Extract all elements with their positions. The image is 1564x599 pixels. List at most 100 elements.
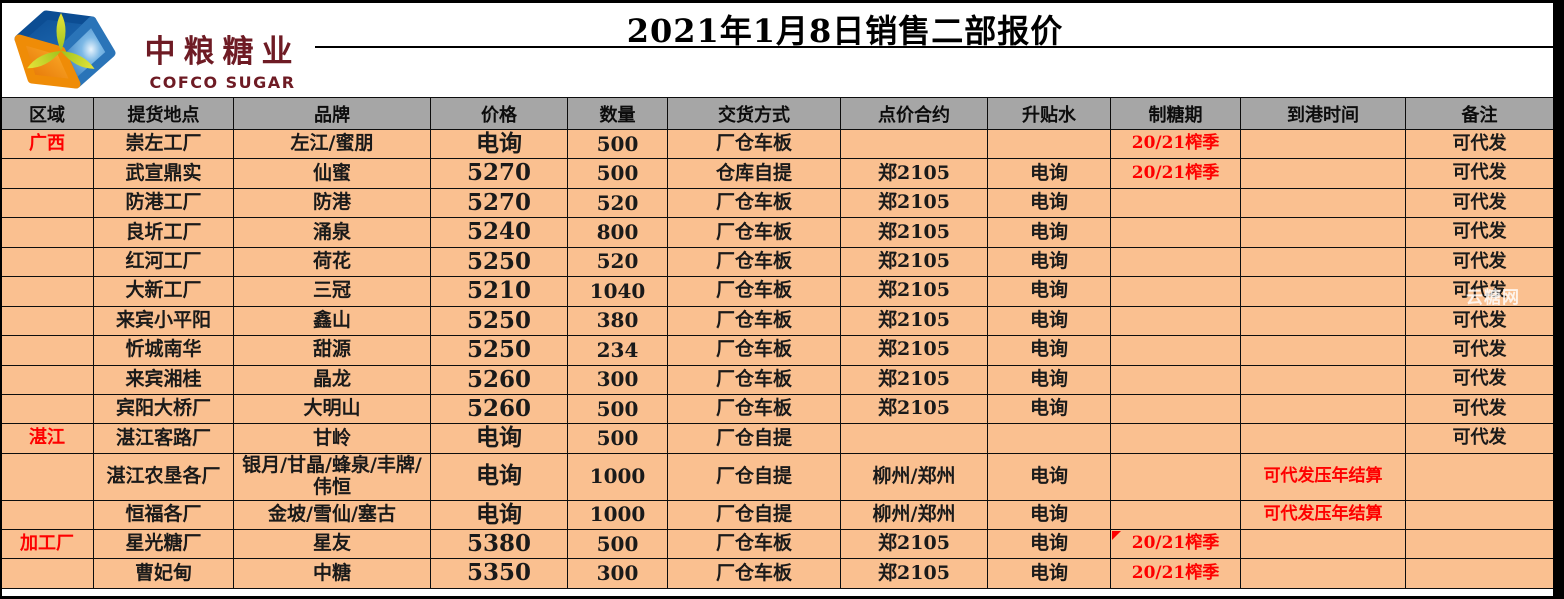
cell-delivery: 厂仓自提: [667, 423, 841, 454]
cell-premium: 电询: [987, 499, 1111, 530]
column-header-price: 价格: [430, 97, 568, 130]
frame-left: [0, 0, 2, 599]
cell-contract: 郑2105: [840, 217, 988, 248]
table-row: 湛江农垦各厂 银月/甘晶/蜂泉/丰牌/伟恒 电询 1000 厂仓自提 柳州/郑州 电询 可代发…: [0, 452, 1554, 501]
cell-premium: 电询: [987, 393, 1111, 425]
cell-region: [0, 499, 94, 530]
cell-period: 20/21榨季: [1110, 528, 1241, 560]
cell-pickup: 星光糖厂: [93, 528, 234, 560]
cell-pickup: 崇左工厂: [93, 128, 234, 160]
cell-price: 5250: [430, 246, 568, 278]
frame-bottom: [0, 596, 1564, 599]
cell-contract: 郑2105: [840, 305, 988, 337]
cell-period: [1110, 393, 1241, 425]
cell-brand: 甜源: [233, 335, 431, 366]
cell-pickup: 大新工厂: [93, 276, 234, 307]
cell-note: 可代发: [1405, 128, 1554, 160]
cell-note: 可代发: [1405, 335, 1554, 366]
cell-pickup: 红河工厂: [93, 246, 234, 278]
cell-contract: 郑2105: [840, 393, 988, 425]
cell-qty: 1000: [567, 499, 668, 530]
cell-period: [1110, 423, 1241, 454]
cell-contract: 郑2105: [840, 364, 988, 395]
cell-region: 加工厂: [0, 528, 94, 560]
cell-region: 广西: [0, 128, 94, 160]
quote-table-body: 广西 崇左工厂 左江/蜜朋 电询 500 厂仓车板 20/21榨季 可代发 武宣鼎实 仙蜜 5270…: [0, 128, 1554, 589]
cell-arrival: [1240, 335, 1406, 366]
cell-delivery: 厂仓自提: [667, 452, 841, 501]
cell-arrival: [1240, 246, 1406, 278]
cell-arrival: [1240, 217, 1406, 248]
cell-note: 可代发: [1405, 158, 1554, 189]
cell-price: 电询: [430, 128, 568, 160]
cell-note: 可代发: [1405, 423, 1554, 454]
cell-contract: 柳州/郑州: [840, 452, 988, 501]
cell-qty: 300: [567, 558, 668, 589]
cell-contract: 郑2105: [840, 246, 988, 278]
cell-brand: 仙蜜: [233, 158, 431, 189]
table-row: 忻城南华 甜源 5250 234 厂仓车板 郑2105 电询 可代发: [0, 335, 1554, 366]
cell-region: [0, 217, 94, 248]
table-row: 广西 崇左工厂 左江/蜜朋 电询 500 厂仓车板 20/21榨季 可代发: [0, 128, 1554, 160]
cell-note: 可代发: [1405, 217, 1554, 248]
cell-premium: 电询: [987, 558, 1111, 589]
cell-premium: 电询: [987, 364, 1111, 395]
company-name-cn: 中粮糖业: [144, 34, 301, 70]
cell-arrival: [1240, 364, 1406, 395]
cell-region: [0, 276, 94, 307]
cell-qty: 500: [567, 528, 668, 560]
cell-premium: 电询: [987, 305, 1111, 337]
table-row: 湛江 湛江客路厂 甘岭 电询 500 厂仓自提 可代发: [0, 423, 1554, 454]
cell-delivery: 厂仓车板: [667, 393, 841, 425]
quote-table: 区域 提货地点 品牌 价格 数量 交货方式 点价合约 升贴水 制糖期 到港时间 备注 广西 崇左工厂左…: [0, 97, 1554, 589]
cell-period: [1110, 499, 1241, 530]
column-header-region: 区域: [0, 97, 94, 130]
cell-brand: 甘岭: [233, 423, 431, 454]
cell-qty: 380: [567, 305, 668, 337]
table-row: 来宾小平阳 鑫山 5250 380 厂仓车板 郑2105 电询 可代发: [0, 305, 1554, 337]
cell-period: [1110, 217, 1241, 248]
cofco-cube-icon: [14, 10, 116, 89]
cell-price: 5270: [430, 187, 568, 219]
cell-delivery: 厂仓车板: [667, 217, 841, 248]
cell-contract: 郑2105: [840, 276, 988, 307]
cell-qty: 500: [567, 158, 668, 189]
page-title: 2021年1月8日销售二部报价: [626, 12, 1064, 50]
cell-period: 20/21榨季: [1110, 558, 1241, 589]
cell-period: [1110, 452, 1241, 501]
cell-price: 5250: [430, 305, 568, 337]
cell-qty: 1000: [567, 452, 668, 501]
cell-qty: 234: [567, 335, 668, 366]
cell-contract: 郑2105: [840, 335, 988, 366]
cell-brand: 左江/蜜朋: [233, 128, 431, 160]
cell-delivery: 厂仓车板: [667, 305, 841, 337]
cell-period: [1110, 276, 1241, 307]
frame-top: [0, 0, 1564, 3]
cell-arrival: [1240, 158, 1406, 189]
cell-region: [0, 246, 94, 278]
cell-delivery: 厂仓车板: [667, 558, 841, 589]
cell-arrival: [1240, 528, 1406, 560]
cell-region: [0, 393, 94, 425]
cell-delivery: 厂仓车板: [667, 128, 841, 160]
cell-arrival: [1240, 305, 1406, 337]
cell-premium: 电询: [987, 276, 1111, 307]
table-row: 加工厂 星光糖厂 星友 5380 500 厂仓车板 郑2105 电询 20/21榨季: [0, 528, 1554, 560]
column-header-note: 备注: [1405, 97, 1554, 130]
cell-period: [1110, 246, 1241, 278]
cell-region: [0, 158, 94, 189]
cell-contract: 郑2105: [840, 158, 988, 189]
cell-price: 电询: [430, 499, 568, 530]
cell-price: 5250: [430, 335, 568, 366]
cell-delivery: 厂仓车板: [667, 187, 841, 219]
cell-price: 电询: [430, 452, 568, 501]
cell-brand: 银月/甘晶/蜂泉/丰牌/伟恒: [233, 452, 431, 501]
cell-arrival: 可代发压年结算: [1240, 499, 1406, 530]
cell-qty: 300: [567, 364, 668, 395]
company-logo: 中粮糖业 COFCO SUGAR: [10, 4, 310, 94]
cell-pickup: 来宾湘桂: [93, 364, 234, 395]
cell-note: [1405, 452, 1554, 501]
table-row: 防港工厂 防港 5270 520 厂仓车板 郑2105 电询 可代发: [0, 187, 1554, 219]
table-row: 大新工厂 三冠 5210 1040 厂仓车板 郑2105 电询 可代发: [0, 276, 1554, 307]
cell-pickup: 武宣鼎实: [93, 158, 234, 189]
